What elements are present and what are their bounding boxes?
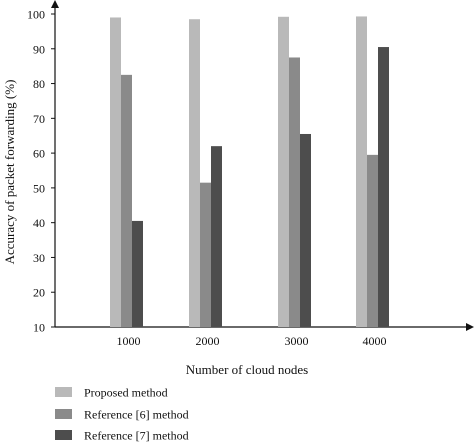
bar-1000-series-2 <box>121 74 132 327</box>
legend-label: Proposed method <box>84 386 168 400</box>
x-tick-label: 2000 <box>196 334 220 348</box>
bar-1000-series-3 <box>132 220 143 327</box>
bar-3000-series-3 <box>300 133 311 327</box>
bar-4000-series-1 <box>356 16 367 327</box>
bar-4000-series-2 <box>367 154 378 327</box>
y-tick-label: 60 <box>33 147 45 161</box>
bar-2000-series-3 <box>211 146 222 327</box>
y-tick-label: 10 <box>33 321 45 335</box>
y-tick-label: 90 <box>33 42 45 56</box>
legend: Proposed method Reference [6] method Refer… <box>55 386 189 443</box>
y-tick-label: 100 <box>27 8 45 22</box>
x-tick-label: 3000 <box>285 334 309 348</box>
y-tick-label: 80 <box>33 77 45 91</box>
bar-4000-series-3 <box>378 47 389 328</box>
bar-3000-series-2 <box>289 57 300 327</box>
legend-swatch <box>55 430 72 440</box>
bar-1000-series-1 <box>110 17 121 327</box>
x-axis-label: Number of cloud nodes <box>186 362 308 377</box>
y-tick-label: 40 <box>33 216 45 230</box>
bar-3000-series-1 <box>278 16 289 327</box>
legend-label: Reference [6] method <box>84 408 189 422</box>
y-tick-label: 70 <box>33 112 45 126</box>
y-ticks: 10 20 30 40 50 60 70 80 90 100 <box>27 8 55 335</box>
y-axis-label: Accuracy of packet forwarding (%) <box>2 80 17 265</box>
x-ticks: 1000 2000 3000 4000 <box>117 334 387 348</box>
y-tick-label: 30 <box>33 251 45 265</box>
bars <box>110 16 389 328</box>
y-tick-label: 20 <box>33 286 45 300</box>
bar-2000-series-1 <box>189 19 200 327</box>
bar-2000-series-2 <box>200 182 211 327</box>
x-tick-label: 4000 <box>363 334 387 348</box>
legend-label: Reference [7] method <box>84 429 189 443</box>
legend-swatch <box>55 387 72 397</box>
x-tick-label: 1000 <box>117 334 141 348</box>
y-tick-label: 50 <box>33 181 45 195</box>
legend-swatch <box>55 409 72 419</box>
